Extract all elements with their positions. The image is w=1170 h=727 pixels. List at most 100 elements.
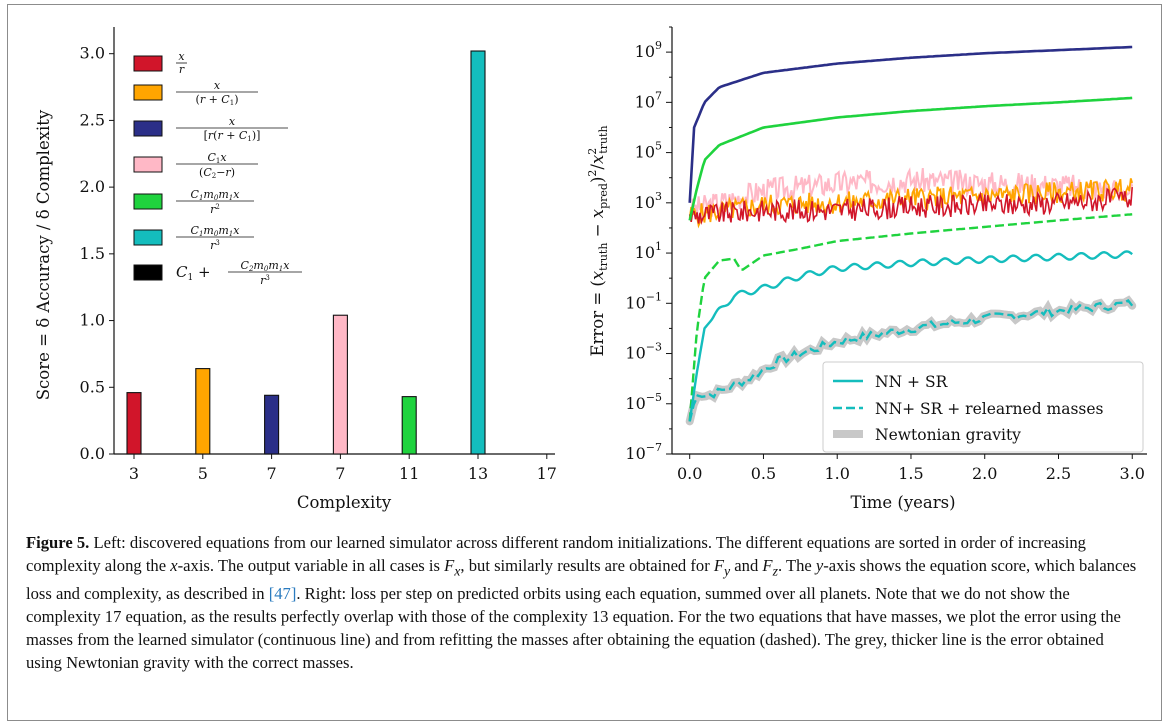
bars [126, 50, 486, 455]
legend-item-x-over-r-r-plus-c1: x [r(r + C1)] [133, 115, 288, 143]
x-axis-label-time: Time (years) [850, 493, 955, 512]
line-series [685, 45, 1137, 426]
caption-math-sub: y [724, 563, 731, 579]
series-c1m0m1x-over-r2-solid [688, 96, 1133, 221]
y-tick-label: 101 [635, 240, 662, 262]
svg-text:r3: r3 [210, 239, 220, 252]
caption-text: , but similarly results are obtained for [460, 556, 714, 575]
legend-item-newtonian-gravity: Newtonian gravity [833, 426, 1021, 444]
x-tick-label: 3 [129, 464, 139, 483]
svg-text:r3: r3 [260, 274, 270, 287]
y-axis-label-error: Error = (xtruth − xpred)2/x2truth [586, 125, 610, 356]
svg-text:r2: r2 [210, 203, 220, 216]
x-tick-label: 3.0 [1120, 464, 1145, 483]
svg-text:x: x [178, 50, 185, 63]
x-tick-label: 17 [537, 464, 557, 483]
svg-text:C1m0m1x: C1m0m1x [191, 224, 241, 238]
bar-5 [195, 368, 211, 455]
y-tick-label: 10−3 [625, 341, 662, 363]
figure-caption: Figure 5. Left: discovered equations fro… [26, 531, 1141, 674]
y-tick-label: 2.0 [80, 177, 105, 196]
caption-math-sub: z [772, 563, 778, 579]
series-c1m0m1x-over-r2-dashed [688, 213, 1133, 422]
line-legend: NN + SR NN+ SR + relearned masses Newton… [822, 361, 1144, 453]
y-tick-label: 0.5 [80, 377, 105, 396]
caption-math: y [815, 556, 824, 575]
x-axis-label-complexity: Complexity [297, 493, 392, 512]
y-tick-label: 10−1 [625, 290, 662, 312]
y-tick-label: 2.5 [80, 110, 105, 129]
svg-text:r: r [179, 63, 185, 76]
series-c1m0m1x-over-r3-dashed [688, 298, 1134, 422]
svg-text:C1 +: C1 + [176, 263, 211, 283]
caption-text: . Right: loss per step on predicted orbi… [26, 584, 1121, 673]
bar-3 [126, 392, 142, 455]
svg-text:x: x [229, 115, 236, 128]
caption-math: F [713, 556, 725, 575]
bar-7 [332, 314, 348, 455]
x-tick-label: 0.5 [751, 464, 776, 483]
caption-math: F [444, 556, 455, 575]
y-tick-label: 3.0 [80, 44, 105, 63]
y-tick-label: 1.5 [80, 244, 105, 263]
x-tick-label: 0.0 [677, 464, 702, 483]
y-tick-label: 109 [635, 39, 662, 61]
legend-item-nn-sr: NN + SR [833, 373, 949, 391]
caption-text: and [730, 556, 763, 575]
x-tick-label: 1.0 [824, 464, 849, 483]
svg-text:NN+ SR + relearned masses: NN+ SR + relearned masses [875, 400, 1104, 418]
caption-math-sub: x [454, 563, 461, 579]
svg-text:Newtonian gravity: Newtonian gravity [875, 426, 1021, 444]
caption-math: x [170, 556, 178, 575]
caption-text: -axis. The output variable in all cases … [177, 556, 445, 575]
bar-7 [264, 394, 280, 455]
y-tick-label: 1.0 [80, 311, 105, 330]
svg-text:C1x: C1x [207, 151, 227, 165]
svg-text:x: x [214, 79, 221, 92]
y-tick-label: 10−7 [625, 441, 662, 463]
x-tick-label: 13 [468, 464, 488, 483]
y-tick-label: 103 [635, 190, 662, 212]
y-tick-label: 10−5 [625, 391, 662, 413]
legend-item-x-over-r-plus-c1: x (r + C1) [133, 79, 258, 107]
line-chart: 0.0 0.5 1.0 1.5 2.0 2.5 3.0 10−7 10−5 10−3 10−1 101… [586, 26, 1147, 512]
caption-text: . The [777, 556, 816, 575]
svg-text:NN + SR: NN + SR [875, 373, 949, 391]
x-tick-label: 1.5 [898, 464, 923, 483]
caption-text: -axis shows the equation score, which ba… [26, 556, 1137, 604]
legend-item-x-over-r: x r [133, 50, 187, 76]
svg-text:(r + C1): (r + C1) [196, 93, 239, 107]
series-x-over-r [688, 187, 1133, 226]
caption-label: Figure 5. [26, 533, 90, 552]
legend-item-c1m0m1x-over-r3: C1m0m1x r3 [133, 224, 254, 252]
caption-text: Left: discovered equations from our lear… [26, 533, 1086, 575]
x-tick-label: 2.5 [1046, 464, 1071, 483]
x-tick-label: 5 [198, 464, 208, 483]
svg-text:C1m0m1x: C1m0m1x [191, 188, 241, 202]
legend-item-c1-plus-c2m0m1x-over-r3: C1 + C2m0m1x r3 [133, 259, 302, 287]
legend-item-c1m0m1x-over-r2: C1m0m1x r2 [133, 188, 254, 216]
bar-chart: 0.0 0.5 1.0 1.5 2.0 2.5 3.0 3 5 7 7 11 13 17 x r x (r… [34, 27, 557, 512]
svg-text:C2m0m1x: C2m0m1x [241, 259, 291, 273]
bar-legend: x r x (r + C1) x [r(r + C1)] C1x (C2−r) … [133, 50, 302, 287]
series-x-over-r-r-plus-c1 [688, 45, 1133, 203]
bar-11 [401, 396, 417, 455]
line-axes: 0.0 0.5 1.0 1.5 2.0 2.5 3.0 10−7 10−5 10−3 10−1 101… [625, 26, 1147, 483]
y-axis-label-score: Score = δ Accuracy / δ Complexity [34, 109, 53, 400]
x-tick-label: 7 [267, 464, 277, 483]
svg-text:Error = (xtruth − xpred)2/x2tr: Error = (xtruth − xpred)2/x2truth [586, 125, 610, 356]
x-tick-label: 2.0 [972, 464, 997, 483]
bar-13 [470, 50, 486, 455]
x-tick-label: 7 [335, 464, 345, 483]
svg-text:(C2−r): (C2−r) [199, 166, 235, 180]
svg-text:[r(r + C1)]: [r(r + C1)] [204, 129, 261, 143]
y-tick-label: 105 [635, 140, 662, 162]
legend-item-nn-sr-relearned-masses: NN+ SR + relearned masses [833, 400, 1104, 418]
citation-link[interactable]: [47] [268, 584, 297, 604]
x-tick-label: 11 [399, 464, 419, 483]
legend-item-c1x-over-c2-minus-r: C1x (C2−r) [133, 151, 258, 180]
bar-axes: 0.0 0.5 1.0 1.5 2.0 2.5 3.0 3 5 7 7 11 13 17 [80, 27, 557, 483]
series-c1m0m1x-over-r3-solid [688, 250, 1133, 422]
y-tick-label: 107 [635, 89, 662, 111]
y-tick-label: 0.0 [80, 444, 105, 463]
